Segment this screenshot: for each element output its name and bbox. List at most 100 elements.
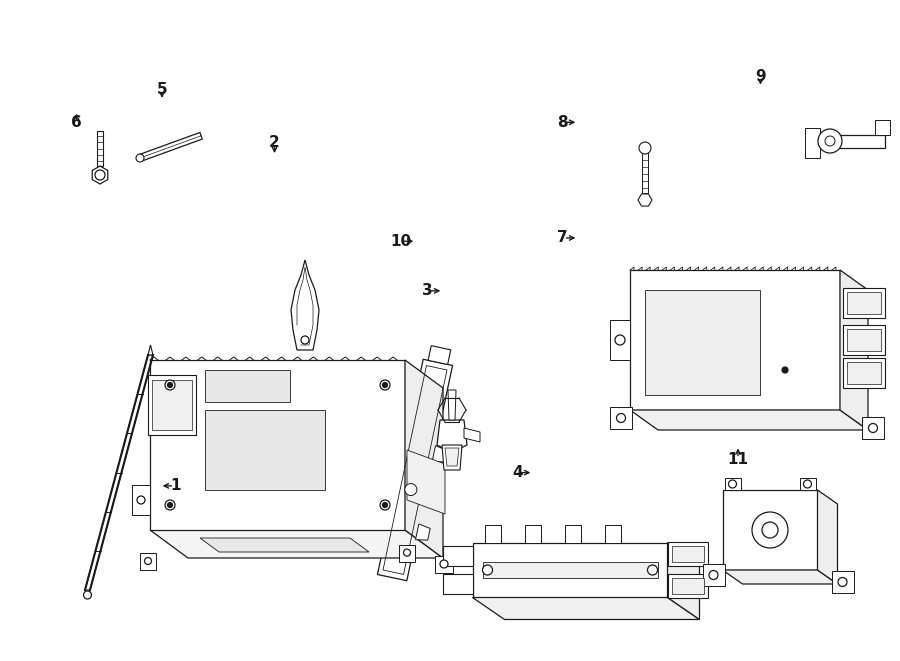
Circle shape (167, 502, 173, 508)
Polygon shape (642, 148, 648, 193)
Circle shape (95, 170, 105, 180)
Polygon shape (140, 553, 156, 570)
Polygon shape (805, 128, 820, 158)
Polygon shape (610, 407, 632, 429)
Polygon shape (645, 290, 760, 395)
Text: 1: 1 (170, 479, 181, 493)
Circle shape (639, 142, 651, 154)
Circle shape (167, 383, 173, 387)
Polygon shape (638, 194, 652, 206)
Polygon shape (445, 448, 459, 466)
Circle shape (838, 578, 847, 586)
Polygon shape (630, 410, 868, 430)
Polygon shape (668, 574, 707, 598)
Circle shape (818, 129, 842, 153)
Polygon shape (148, 345, 153, 355)
Circle shape (762, 522, 778, 538)
Polygon shape (407, 450, 445, 514)
Circle shape (647, 565, 658, 575)
Polygon shape (668, 542, 707, 566)
Polygon shape (605, 524, 620, 543)
Polygon shape (875, 120, 890, 135)
Polygon shape (843, 358, 885, 388)
Polygon shape (832, 571, 853, 593)
Polygon shape (377, 360, 453, 581)
Polygon shape (484, 524, 500, 543)
Polygon shape (862, 417, 884, 439)
Circle shape (709, 570, 718, 580)
Polygon shape (799, 478, 815, 490)
Circle shape (616, 414, 625, 422)
Polygon shape (405, 360, 443, 558)
Polygon shape (443, 546, 473, 566)
Polygon shape (200, 538, 369, 552)
Polygon shape (472, 543, 668, 598)
Polygon shape (671, 546, 704, 563)
Polygon shape (723, 490, 817, 570)
Text: 6: 6 (71, 115, 82, 130)
Polygon shape (840, 270, 868, 430)
Polygon shape (139, 132, 202, 161)
Polygon shape (564, 524, 580, 543)
Text: 7: 7 (557, 231, 568, 245)
Polygon shape (152, 380, 192, 430)
Circle shape (405, 484, 417, 496)
Polygon shape (464, 428, 480, 442)
Polygon shape (472, 598, 699, 619)
Circle shape (804, 480, 812, 488)
Text: 8: 8 (557, 115, 568, 130)
Text: 10: 10 (390, 234, 411, 249)
Circle shape (752, 512, 788, 548)
Circle shape (380, 380, 390, 390)
Polygon shape (92, 166, 108, 184)
Polygon shape (432, 446, 446, 462)
Circle shape (380, 500, 390, 510)
Polygon shape (442, 445, 462, 470)
Polygon shape (843, 325, 885, 355)
Polygon shape (525, 524, 541, 543)
Circle shape (137, 496, 145, 504)
Polygon shape (399, 545, 415, 562)
Circle shape (615, 335, 625, 345)
Polygon shape (847, 292, 881, 314)
Text: 5: 5 (157, 82, 167, 97)
Polygon shape (847, 329, 881, 351)
Circle shape (482, 565, 492, 575)
Circle shape (165, 380, 175, 390)
Circle shape (301, 336, 309, 344)
Polygon shape (817, 490, 838, 584)
Circle shape (825, 136, 835, 146)
Circle shape (440, 560, 448, 568)
Circle shape (382, 502, 388, 508)
Circle shape (868, 424, 878, 432)
Circle shape (782, 367, 788, 373)
Polygon shape (291, 260, 319, 350)
Polygon shape (150, 360, 405, 530)
Polygon shape (723, 570, 838, 584)
Polygon shape (205, 410, 325, 490)
Text: 3: 3 (422, 284, 433, 298)
Text: 2: 2 (269, 135, 280, 149)
Polygon shape (437, 420, 467, 450)
Text: 11: 11 (727, 452, 749, 467)
Polygon shape (132, 485, 150, 515)
Polygon shape (205, 370, 290, 402)
Polygon shape (843, 288, 885, 318)
Polygon shape (435, 556, 453, 573)
Polygon shape (703, 564, 724, 586)
Polygon shape (443, 574, 473, 594)
Polygon shape (150, 530, 443, 558)
Polygon shape (85, 355, 153, 590)
Circle shape (84, 591, 92, 599)
Circle shape (403, 549, 410, 556)
Polygon shape (148, 375, 196, 435)
Text: 4: 4 (512, 465, 523, 480)
Circle shape (728, 480, 736, 488)
Polygon shape (428, 346, 451, 364)
Text: 9: 9 (755, 69, 766, 83)
Polygon shape (97, 131, 103, 166)
Polygon shape (671, 578, 704, 594)
Circle shape (382, 383, 388, 387)
Polygon shape (820, 135, 885, 148)
Circle shape (136, 154, 144, 162)
